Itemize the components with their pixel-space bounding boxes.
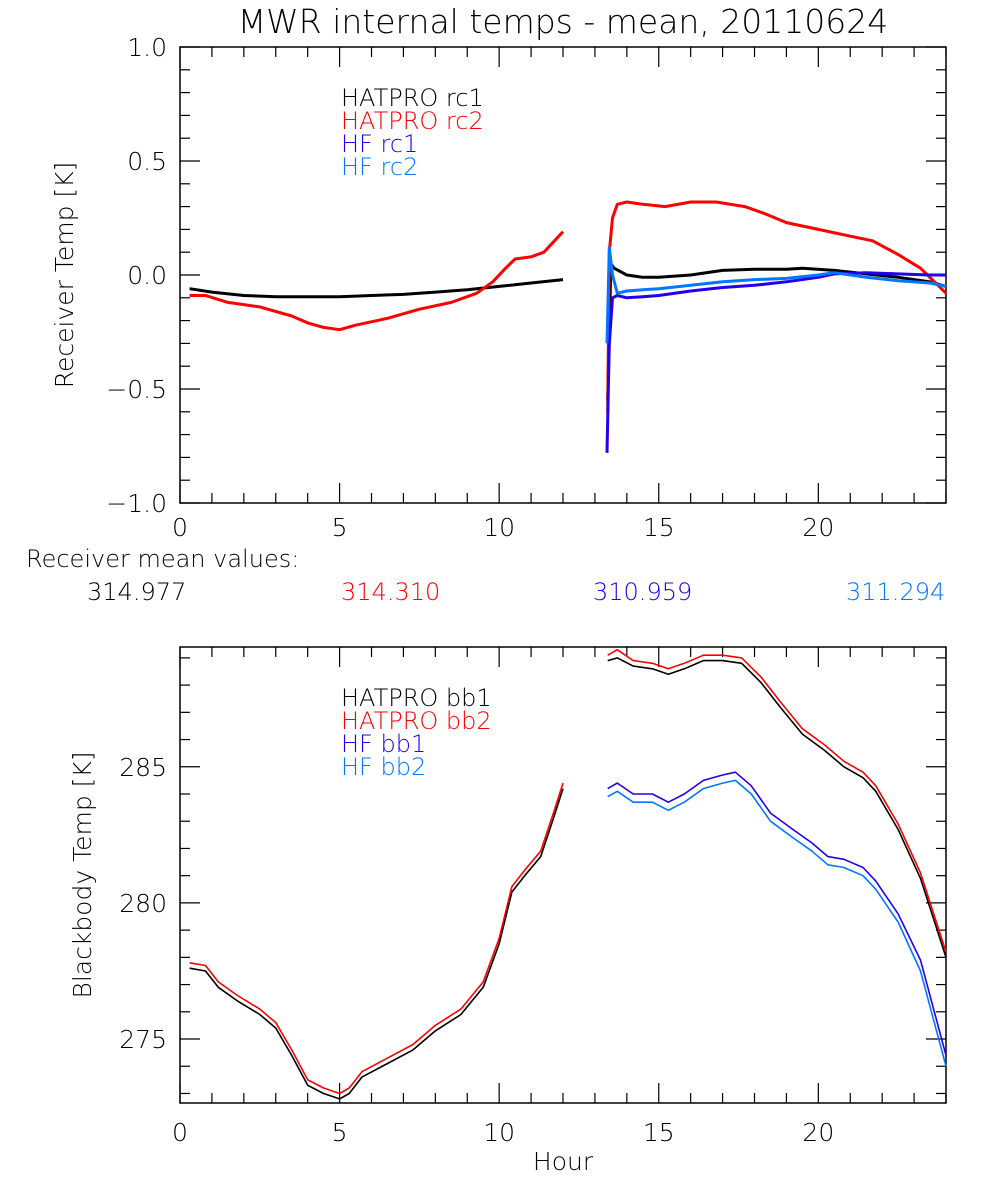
x-tick-label: 15 <box>643 1118 675 1147</box>
mean-value-hatpro-rc1: 314.977 <box>87 578 187 606</box>
plot-lines <box>189 200 948 453</box>
y-tick-label: 275 <box>119 1025 167 1054</box>
x-tick-label: 20 <box>802 1118 834 1147</box>
y-tick-label: 285 <box>119 753 167 782</box>
series-line-hatpro-bb1 <box>189 788 564 1100</box>
plot-lines <box>189 648 947 1100</box>
y-tick-label: 0.5 <box>127 147 167 176</box>
x-tick-label: 15 <box>643 513 675 542</box>
legend-entry-hatpro-rc2: HATPRO rc2 <box>341 107 484 135</box>
legend-entry-hatpro-bb2: HATPRO bb2 <box>341 707 492 735</box>
series-line-hatpro-rc1 <box>189 278 564 299</box>
plot-frame <box>179 646 947 1104</box>
legend-entry-hf-bb2: HF bb2 <box>341 753 426 781</box>
axis-ticks: 0 5 10 15 20 −1.0 −0.5 0.0 0.5 1.0 <box>106 33 947 542</box>
x-tick-label: 0 <box>172 1118 188 1147</box>
blackbody-temp-panel: 0 5 10 15 20 275 280 285 Blackbody Temp [K] Hou… <box>68 646 947 1176</box>
legend-entry-hf-rc1: HF rc1 <box>341 130 418 158</box>
series-line-hatpro-bb2 <box>189 782 564 1095</box>
y-tick-label: 280 <box>119 889 167 918</box>
y-tick-label: 0.0 <box>127 261 167 290</box>
receiver-mean-label: Receiver mean values: <box>26 545 300 573</box>
series-line-hf-bb2 <box>607 779 947 1067</box>
x-tick-label: 10 <box>483 513 515 542</box>
series-line-hatpro-rc2 <box>189 230 565 332</box>
axis-ticks: 0 5 10 15 20 275 280 285 <box>119 647 947 1147</box>
x-tick-label: 20 <box>802 513 834 542</box>
x-tick-label: 0 <box>172 513 188 542</box>
legend-entry-hatpro-bb1: HATPRO bb1 <box>341 684 492 712</box>
x-tick-label: 10 <box>483 1118 515 1147</box>
series-line-hatpro-rc2 <box>606 200 948 412</box>
receiver-temp-panel: 0 5 10 15 20 −1.0 −0.5 0.0 0.5 1.0 Receiver Temp … <box>50 33 948 542</box>
x-axis-label: Hour <box>533 1147 594 1176</box>
legend-entry-hf-rc2: HF rc2 <box>341 153 418 181</box>
mean-value-hatpro-rc2: 314.310 <box>341 578 441 606</box>
series-line-hf-rc1 <box>605 271 946 453</box>
series-line-hatpro-bb1 <box>607 657 947 958</box>
series-line-hf-rc2 <box>605 246 947 344</box>
y-axis-label: Blackbody Temp [K] <box>68 751 97 998</box>
legend-entry-hf-bb1: HF bb1 <box>341 730 426 758</box>
legend-entry-hatpro-rc1: HATPRO rc1 <box>341 84 484 112</box>
series-line-hatpro-bb2 <box>607 648 947 953</box>
mean-value-hf-rc2: 311.294 <box>846 578 946 606</box>
y-axis-label: Receiver Temp [K] <box>50 162 79 389</box>
x-tick-label: 5 <box>332 1118 348 1147</box>
chart-title: MWR internal temps - mean, 20110624 <box>238 2 889 41</box>
y-tick-label: −0.5 <box>106 375 167 404</box>
x-tick-label: 5 <box>332 513 348 542</box>
y-tick-label: −1.0 <box>106 489 167 518</box>
mean-value-hf-rc1: 310.959 <box>593 578 693 606</box>
series-line-hatpro-rc1 <box>606 262 947 401</box>
receiver-mean-values: 314.977 314.310 310.959 311.294 <box>0 578 1000 608</box>
series-line-hf-bb1 <box>607 771 947 1056</box>
y-tick-label: 1.0 <box>127 33 167 62</box>
